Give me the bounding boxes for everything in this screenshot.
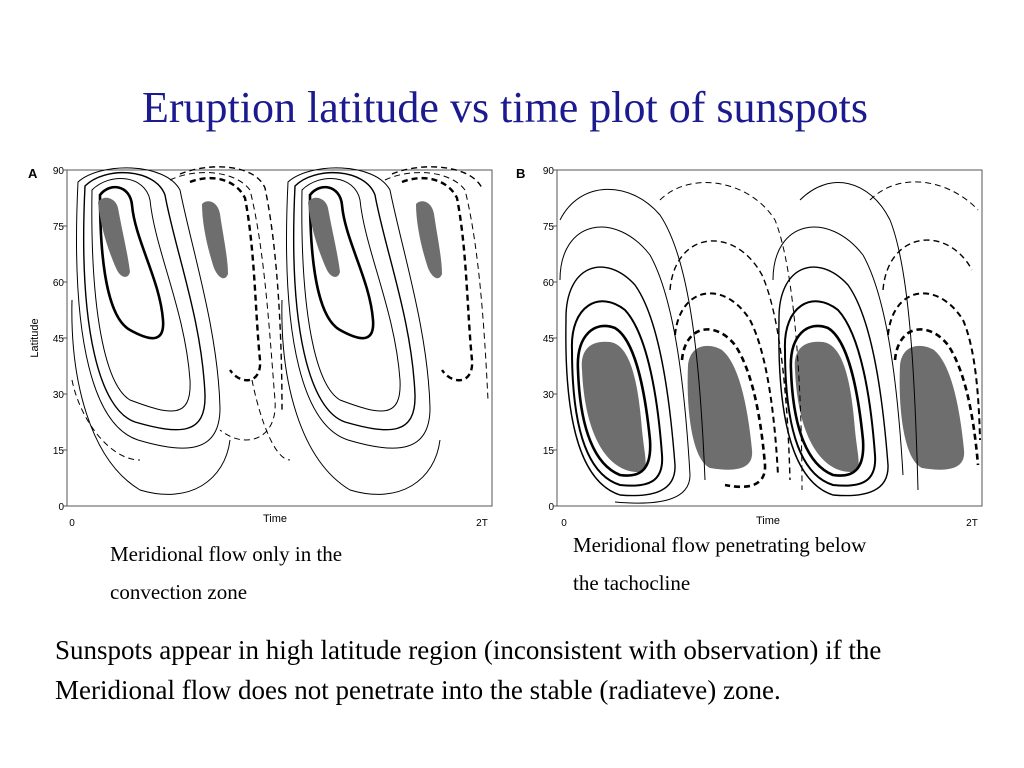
panel-b-caption: Meridional flow penetrating below the ta… [573,526,993,602]
panel-b-xtick: 0 [561,518,567,529]
panel-a-xlabel: Time [263,513,287,525]
panel-a-letter: A [28,166,38,181]
panel-a-ytick: 90 [53,166,65,177]
panel-b-caption-line: the tachocline [573,571,691,595]
panel-a-plot: A Latitude 90 75 60 45 30 15 0 Time 0 2T [28,166,493,529]
panel-a-xtick: 2T [476,518,488,529]
panel-b-contours-cycle2 [772,182,919,497]
panel-b-figure: B 90 75 60 45 30 15 0 Time 0 2T [510,160,990,530]
panel-a-xtick: 0 [69,518,75,529]
panel-b-ytick: 75 [543,222,555,233]
panel-a-contours-cycle1 [71,167,231,495]
panel-a-ytick: 15 [53,446,65,457]
slide-body-text: Sunspots appear in high latitude region … [55,635,882,705]
panel-a-ytick: 0 [58,502,64,513]
slide-title: Eruption latitude vs time plot of sunspo… [142,83,868,132]
panel-b-xtick: 2T [966,518,978,529]
panel-a-ytick: 30 [53,390,65,401]
panel-b-contours-cycle1 [559,188,706,504]
panel-a-sunspot-regions [98,197,442,279]
panel-b-ytick: 15 [543,446,555,457]
panel-b-contours-cycle1-neg [659,182,803,491]
panel-b-contours-cycle2-neg [869,181,981,466]
panel-b-xlabel: Time [756,515,780,527]
panel-b-ytick: 0 [548,502,554,513]
panel-b-ytick: 30 [543,390,555,401]
panel-a-ylabel: Latitude [29,318,41,357]
panel-a-caption-line: convection zone [110,580,248,604]
panel-b-ytick: 90 [543,166,555,177]
panel-a-contours-cycle2-neg [251,166,489,461]
panel-b-caption-line: Meridional flow penetrating below [573,533,867,557]
panel-b-letter: B [516,166,525,181]
panel-a-ytick: 75 [53,222,65,233]
panel-b-ytick: 45 [543,334,555,345]
panel-b-ytick: 60 [543,278,555,289]
panel-a-caption-line: Meridional flow only in the [110,542,343,566]
panel-a-ytick: 45 [53,334,65,345]
panel-a-contours-cycle1-neg [71,166,283,461]
panel-b-sunspot-regions [581,341,965,472]
panel-a-contours-cycle2 [281,167,441,495]
panel-a-ytick: 60 [53,278,65,289]
panel-a-figure: A Latitude 90 75 60 45 30 15 0 Time 0 2T [20,160,500,530]
panel-b-plot: B 90 75 60 45 30 15 0 Time 0 2T [516,166,983,529]
panel-a-caption: Meridional flow only in the convection z… [110,535,470,611]
